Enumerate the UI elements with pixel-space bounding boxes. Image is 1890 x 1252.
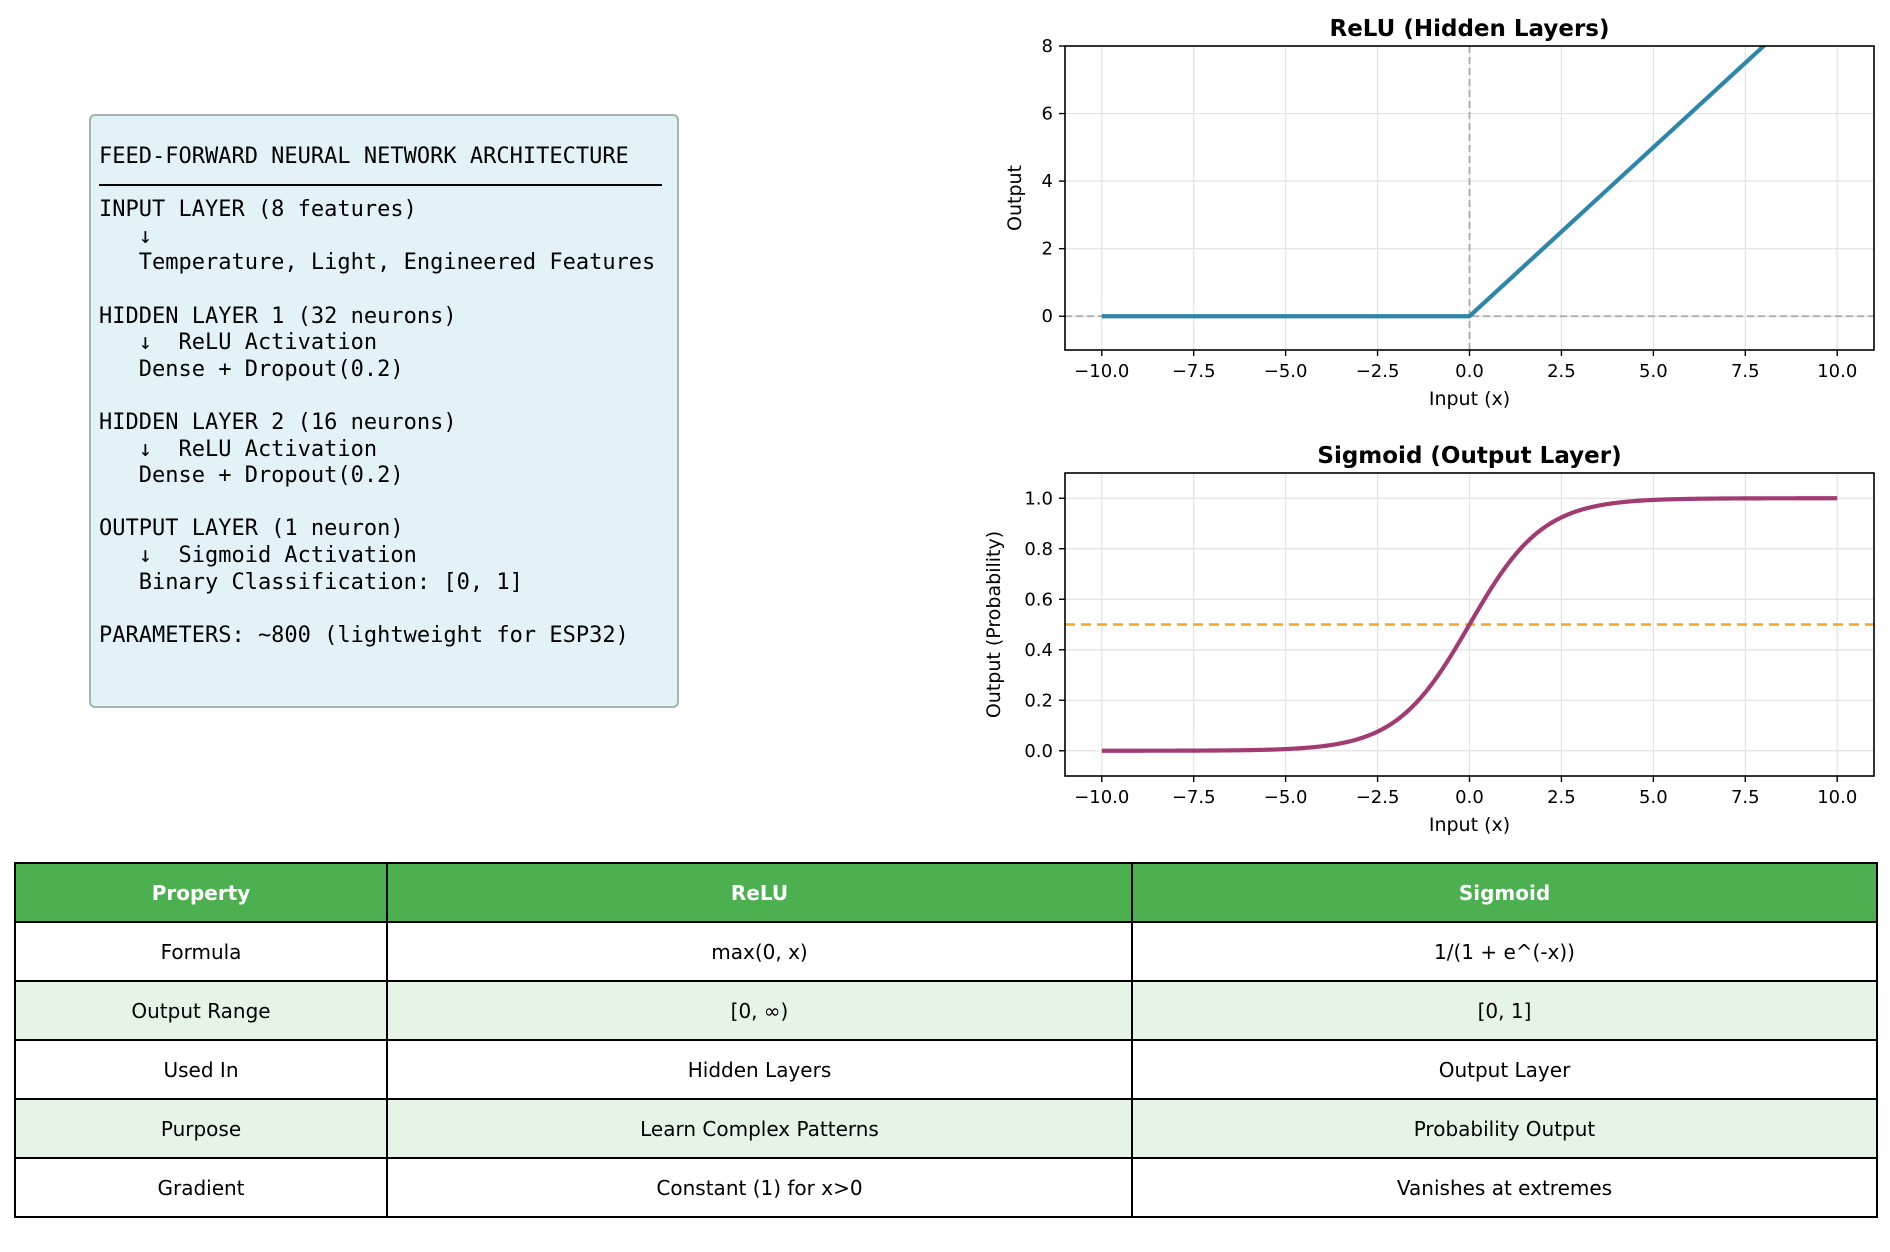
architecture-line: HIDDEN LAYER 1 (32 neurons) [99,303,457,329]
architecture-text: FEED-FORWARD NEURAL NETWORK ARCHITECTURE… [99,144,655,649]
x-tick-label: 7.5 [1731,361,1760,382]
x-tick-label: −7.5 [1172,787,1216,808]
table-header-sigmoid: Sigmoid [1131,862,1878,923]
table-cell: [0, 1] [1131,980,1878,1041]
table-row: Formula max(0, x) 1/(1 + e^(-x)) [14,921,1878,982]
table-cell: Gradient [14,1157,388,1218]
x-axis-label: Input (x) [1429,814,1510,836]
architecture-box: FEED-FORWARD NEURAL NETWORK ARCHITECTURE… [89,114,679,708]
x-tick-label: 7.5 [1731,787,1760,808]
architecture-line: ↓ ReLU Activation [99,330,378,356]
architecture-line: Binary Classification: [0, 1] [99,569,523,595]
architecture-line: ↓ Sigmoid Activation [99,542,417,568]
relu-curve [1101,46,1767,319]
x-tick-label: 10.0 [1817,361,1857,382]
table-cell: Output Range [14,980,388,1041]
x-tick-label: −5.0 [1264,361,1308,382]
x-tick-label: −2.5 [1356,787,1400,808]
table-cell: Output Layer [1131,1039,1878,1100]
architecture-line: Temperature, Light, Engineered Features [99,250,656,276]
table-cell: [0, ∞) [386,980,1133,1041]
x-tick-label: −5.0 [1264,787,1308,808]
y-axis-label: Output (Probability) [983,531,1005,718]
x-tick-label: 2.5 [1547,361,1576,382]
y-axis-label: Output [1004,165,1026,231]
table-cell: 1/(1 + e^(-x)) [1131,921,1878,982]
architecture-line: Dense + Dropout(0.2) [99,463,404,489]
x-tick-label: 0.0 [1455,361,1484,382]
x-tick-label: 2.5 [1547,787,1576,808]
table-cell: Hidden Layers [386,1039,1133,1100]
architecture-line: ↓ [99,223,152,249]
y-tick-label: 8 [1042,36,1053,57]
architecture-lines: INPUT LAYER (8 features) ↓ Temperature, … [99,197,655,648]
table-row: Output Range [0, ∞) [0, 1] [14,980,1878,1041]
table-cell: Vanishes at extremes [1131,1157,1878,1218]
chart-title: ReLU (Hidden Layers) [1330,16,1610,42]
architecture-title-rule [99,184,662,186]
x-tick-label: 10.0 [1817,787,1857,808]
table-cell: Formula [14,921,388,982]
x-tick-label: 0.0 [1455,787,1484,808]
activation-charts: −10.0 −7.5 −5.0 −2.5 0.0 2.5 5.0 7.5 10.0 0 2 4 6 8 Re… [983,16,1875,836]
table-header-relu: ReLU [386,862,1133,923]
table-cell: Used In [14,1039,388,1100]
table-row: Gradient Constant (1) for x>0 Vanishes a… [14,1157,1878,1218]
y-tick-label: 0 [1042,306,1053,327]
y-tick-label: 4 [1042,171,1053,192]
architecture-line: OUTPUT LAYER (1 neuron) [99,516,404,542]
y-tick-label: 0.8 [1024,539,1053,560]
y-tick-label: 0.0 [1024,741,1053,762]
y-tick-label: 2 [1042,239,1053,260]
sigmoid-curve [1101,496,1838,753]
table-header-row: Property ReLU Sigmoid [14,862,1878,923]
x-tick-label: −10.0 [1074,361,1129,382]
table-cell: Probability Output [1131,1098,1878,1159]
y-tick-label: 6 [1042,104,1053,125]
sigmoid-chart: −10.0 −7.5 −5.0 −2.5 0.0 2.5 5.0 7.5 10.0 0.0 0.2 0… [983,443,1875,836]
table-row: Used In Hidden Layers Output Layer [14,1039,1878,1100]
table-cell: Purpose [14,1098,388,1159]
relu-chart: −10.0 −7.5 −5.0 −2.5 0.0 2.5 5.0 7.5 10.0 0 2 4 6 8 Re… [1004,16,1875,410]
architecture-line: INPUT LAYER (8 features) [99,197,417,223]
y-tick-label: 1.0 [1024,488,1053,509]
x-tick-label: 5.0 [1639,787,1668,808]
x-tick-label: 5.0 [1639,361,1668,382]
architecture-line: Dense + Dropout(0.2) [99,356,404,382]
table-cell: max(0, x) [386,921,1133,982]
y-tick-label: 0.6 [1024,589,1053,610]
x-tick-label: −2.5 [1356,361,1400,382]
table-cell: Constant (1) for x>0 [386,1157,1133,1218]
y-tick-label: 0.2 [1024,690,1053,711]
table-row: Purpose Learn Complex Patterns Probabili… [14,1098,1878,1159]
architecture-line: ↓ ReLU Activation [99,436,378,462]
architecture-line: PARAMETERS: ~800 (lightweight for ESP32) [99,622,629,648]
table-header-property: Property [14,862,388,923]
table-cell: Learn Complex Patterns [386,1098,1133,1159]
x-axis-label: Input (x) [1429,388,1510,410]
chart-title: Sigmoid (Output Layer) [1317,443,1621,469]
architecture-line: HIDDEN LAYER 2 (16 neurons) [99,409,457,435]
x-tick-label: −10.0 [1074,787,1129,808]
y-tick-label: 0.4 [1024,640,1053,661]
architecture-title: FEED-FORWARD NEURAL NETWORK ARCHITECTURE [99,144,629,169]
x-tick-label: −7.5 [1172,361,1216,382]
comparison-table: Property ReLU Sigmoid Formula max(0, x) … [14,862,1878,1218]
